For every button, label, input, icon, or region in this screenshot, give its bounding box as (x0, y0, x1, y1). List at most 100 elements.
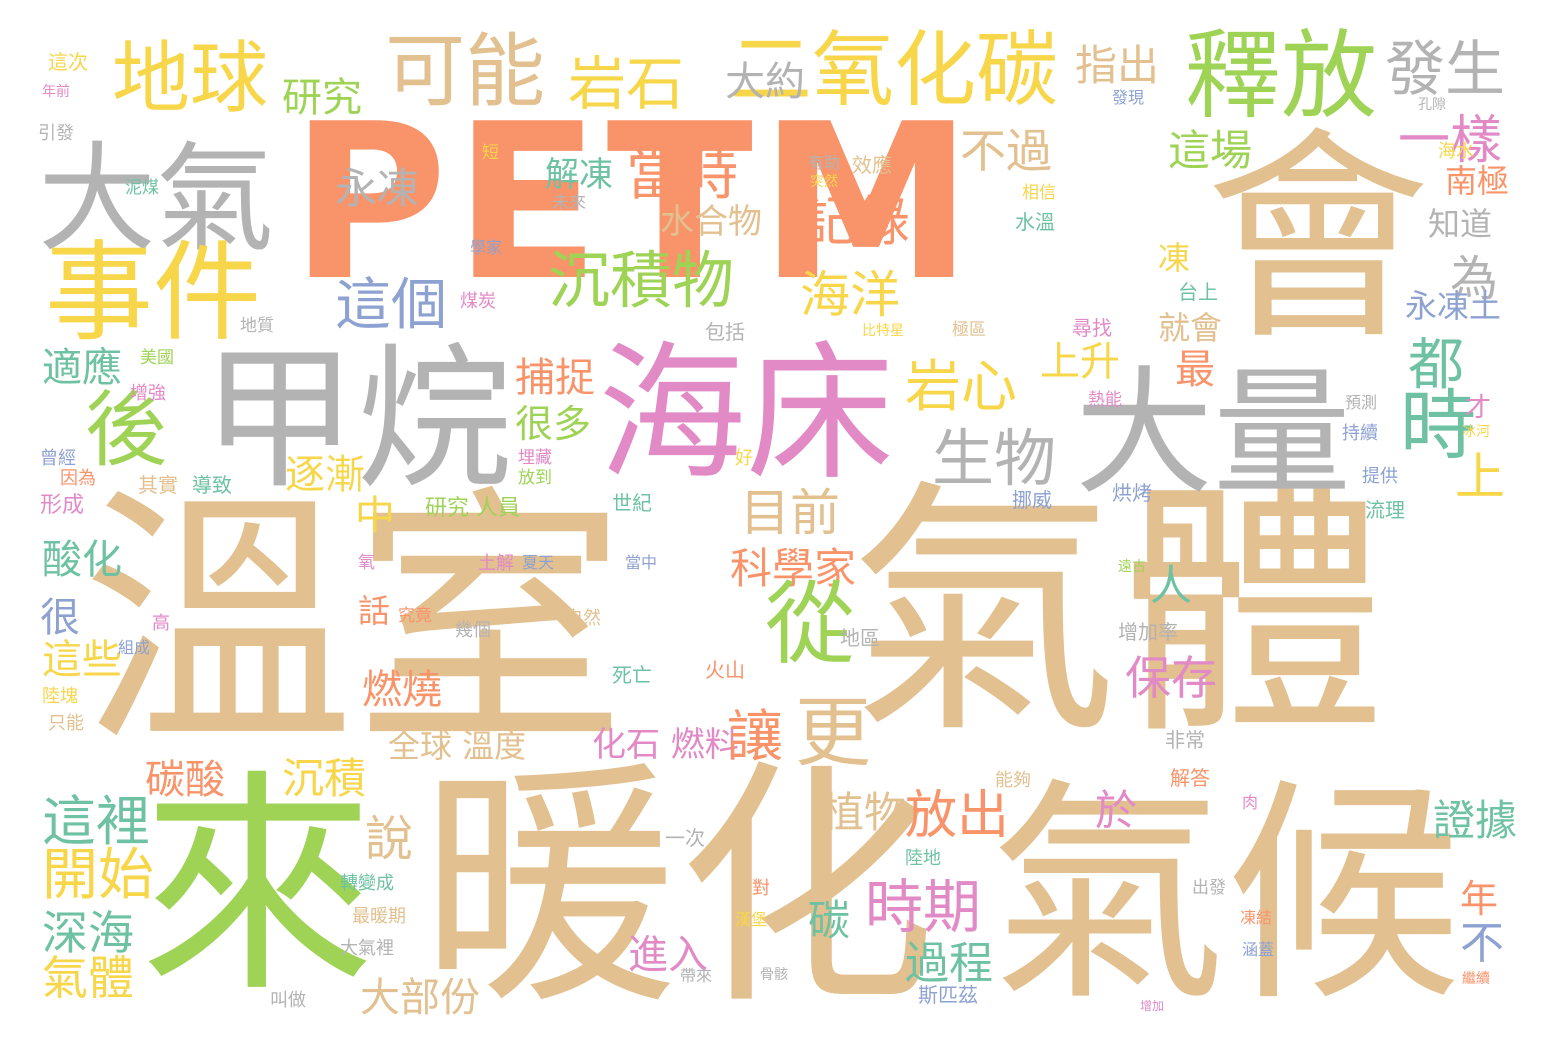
word-zhege: 這個 (335, 273, 447, 338)
word-jixu: 繼續 (1462, 971, 1490, 987)
word-yanjiurenyuan: 研究 人員 (425, 496, 520, 521)
word-zui: 最 (1175, 347, 1215, 393)
word-xingcheng: 形成 (40, 493, 85, 518)
word-bitexing: 比特星 (862, 323, 904, 339)
word-nianqian: 年前 (42, 84, 70, 100)
word-fasheng: 發生 (1385, 35, 1505, 105)
word-meiguo: 美國 (140, 348, 174, 368)
word-buguo: 不過 (960, 124, 1052, 178)
word-yongdong: 永凍 (335, 164, 420, 213)
word-yanjiu: 研究 (282, 75, 362, 121)
word-buzhuo: 捕捉 (515, 355, 595, 401)
word-liuli: 流理 (1365, 498, 1405, 522)
word-yanshi: 岩石 (568, 50, 685, 118)
word-nian: 年 (1460, 877, 1499, 921)
word-diqiu: 地球 (112, 34, 269, 124)
word-feichang: 非常 (1165, 728, 1205, 752)
word-maicang: 埋藏 (518, 448, 552, 468)
word-gao: 高 (152, 613, 170, 634)
word-guocheng: 過程 (905, 938, 993, 989)
word-shijian: 事件 (45, 231, 262, 356)
word-ludi: 陸地 (905, 848, 941, 869)
word-siwang: 死亡 (612, 663, 652, 687)
word-dong: 凍 (1158, 239, 1191, 277)
word-hangai: 涵蓋 (1242, 940, 1275, 959)
word-shangsheng: 上升 (1040, 339, 1120, 385)
word-cai: 才 (1465, 393, 1492, 423)
word-shi: 時 (1400, 381, 1476, 470)
word-zhineng: 只能 (48, 713, 84, 734)
word-chixu: 持續 (1342, 423, 1378, 444)
word-reneng: 熱能 (1088, 390, 1122, 410)
word-zengqiang: 增強 (130, 383, 166, 404)
word-shuiwen: 水溫 (1015, 210, 1055, 234)
word-tujie: 土解 (478, 553, 514, 574)
word-hen: 很 (40, 595, 80, 641)
word-hongkao: 烘烤 (1112, 481, 1152, 505)
word-qishi: 其實 (138, 473, 178, 497)
word-zhiwu: 植物 (822, 788, 907, 837)
word-duan: 短 (482, 143, 499, 163)
word-geng: 更 (795, 688, 871, 777)
word-yuce: 預測 (1345, 393, 1378, 412)
word-yang: 氧 (358, 553, 375, 573)
word-dangzhong: 當中 (625, 553, 658, 572)
word-shenhai: 深海 (42, 906, 134, 960)
word-shiji: 世紀 (612, 491, 652, 515)
word-ziran: 自然 (565, 608, 601, 629)
word-yongdongtu: 永凍土 (1405, 287, 1502, 325)
word-weilai: 未來 (552, 193, 586, 213)
word-turan: 突然 (810, 174, 838, 190)
word-zhong: 中 (355, 493, 395, 539)
word-faxian: 發現 (1112, 88, 1145, 107)
word-qihou: 氣候 (990, 758, 1463, 1033)
word-guhai: 骨骸 (760, 967, 788, 983)
word-nuowei: 挪威 (1012, 488, 1052, 512)
word-dangshi: 當時 (626, 143, 738, 208)
word-zengjia: 增加 (1140, 999, 1165, 1013)
word-dayue: 大約 (725, 59, 805, 105)
word-chenji: 沉積 (282, 754, 367, 803)
word-dailai: 帶來 (680, 966, 713, 985)
word-fangdao: 放到 (518, 468, 552, 488)
word-nenggou: 能夠 (995, 770, 1031, 791)
word-xunzhao: 尋找 (1072, 316, 1112, 340)
word-zhuanbiancheng: 轉變成 (340, 873, 394, 894)
word-lukuai: 陸塊 (42, 686, 78, 707)
word-hua: 話 (358, 592, 391, 630)
word-jige: 幾個 (455, 620, 491, 641)
word-haichuang: 海床 (598, 328, 894, 500)
word-ranshao: 燃燒 (362, 667, 442, 713)
word-wenshi: 溫室 (82, 466, 626, 782)
word-fangchu: 放出 (905, 786, 1010, 846)
word-yici: 一次 (665, 826, 705, 850)
word-tansuan: 碳酸 (145, 757, 225, 803)
word-kongxi: 孔隙 (1418, 97, 1446, 113)
word-zuinuanqi: 最暖期 (352, 906, 406, 927)
word-shiying: 適應 (42, 345, 122, 391)
word-daqili: 大氣裡 (340, 938, 394, 959)
word-quanqiuwendu: 全球 溫度 (388, 727, 527, 765)
word-zheci: 這次 (48, 50, 88, 74)
word-yinwei: 因為 (60, 468, 96, 489)
word-hou: 後 (85, 383, 168, 478)
word-qiti-small: 氣體 (42, 951, 134, 1005)
word-yu: 於 (1095, 786, 1138, 835)
word-jieda: 解答 (1170, 766, 1210, 790)
word-jiaozuo: 叫做 (270, 990, 306, 1011)
word-baocun: 保存 (1125, 651, 1217, 705)
word-keneng: 可能 (385, 25, 545, 118)
word-henduo: 很多 (515, 402, 592, 446)
word-lai: 來 (140, 751, 375, 1024)
word-qiti-large: 氣體 (850, 458, 1386, 770)
word-jiqu: 極區 (952, 320, 986, 340)
word-shuihewu: 水合物 (660, 202, 762, 242)
word-shuo: 說 (365, 811, 414, 867)
word-nuanhua: 暖化 (420, 739, 936, 1039)
word-daozhi: 導致 (192, 473, 232, 497)
word-ren: 人 (1150, 561, 1193, 610)
word-xuejia: 學家 (470, 238, 503, 257)
word-kaishi: 開始 (42, 843, 154, 908)
word-chufa: 出發 (1192, 878, 1226, 898)
